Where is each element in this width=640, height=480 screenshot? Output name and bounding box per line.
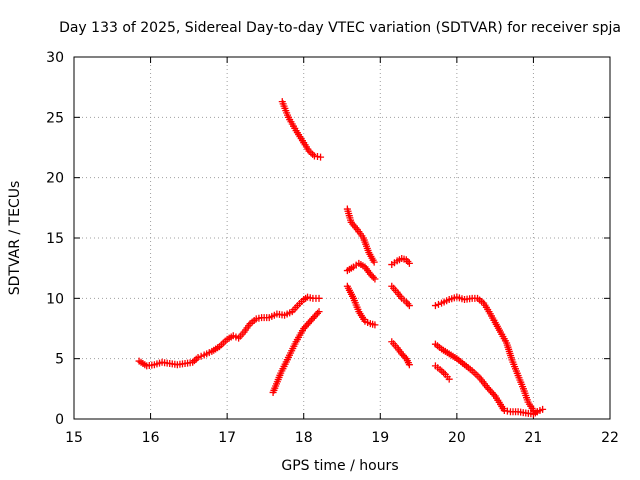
data-point bbox=[371, 321, 379, 329]
plot-frame bbox=[73, 56, 611, 420]
x-tick-label: 18 bbox=[295, 430, 313, 446]
y-tick-label: 25 bbox=[46, 110, 64, 126]
y-axis-label: SDTVAR / TECUs bbox=[7, 181, 23, 296]
x-tick-label: 15 bbox=[65, 430, 83, 446]
grid-layer bbox=[74, 57, 610, 419]
data-point bbox=[445, 375, 453, 383]
data-point bbox=[371, 275, 379, 283]
data-point bbox=[399, 351, 407, 359]
data-series-arc-10 bbox=[431, 293, 541, 416]
data-point bbox=[370, 258, 378, 266]
data-point bbox=[197, 352, 205, 360]
data-series-arc-6 bbox=[343, 282, 379, 329]
data-point bbox=[368, 272, 376, 280]
data-point bbox=[438, 367, 446, 375]
x-tick-label: 17 bbox=[218, 430, 236, 446]
chart-title: Day 133 of 2025, Sidereal Day-to-day VTE… bbox=[59, 20, 621, 36]
data-series-arc-4 bbox=[343, 205, 378, 266]
data-point bbox=[431, 302, 439, 310]
x-tick-label: 22 bbox=[601, 430, 619, 446]
y-tick-label: 5 bbox=[55, 352, 64, 368]
x-axis-label: GPS time / hours bbox=[281, 458, 398, 474]
y-tick-label: 10 bbox=[46, 291, 64, 307]
data-point bbox=[405, 361, 413, 369]
data-series-arc-9 bbox=[388, 338, 413, 369]
data-point bbox=[405, 259, 413, 267]
data-point bbox=[317, 153, 325, 161]
data-point bbox=[405, 302, 413, 310]
data-point bbox=[440, 369, 448, 377]
data-point bbox=[307, 149, 315, 157]
data-series-arc-3 bbox=[278, 98, 325, 161]
data-point bbox=[434, 300, 442, 308]
data-layer bbox=[135, 98, 547, 418]
y-tick-label: 30 bbox=[46, 50, 64, 66]
data-series-arc-5 bbox=[343, 259, 379, 283]
data-series-arc-11 bbox=[431, 340, 547, 418]
data-point bbox=[369, 273, 377, 281]
y-tick-label: 20 bbox=[46, 171, 64, 187]
x-tick-label: 20 bbox=[448, 430, 466, 446]
x-tick-label: 19 bbox=[371, 430, 389, 446]
x-tick-label: 16 bbox=[142, 430, 160, 446]
data-point bbox=[315, 294, 323, 302]
data-series-arc-2 bbox=[269, 308, 323, 396]
data-point bbox=[398, 350, 406, 358]
x-tick-label: 21 bbox=[525, 430, 543, 446]
data-series-arc-12 bbox=[431, 362, 453, 383]
data-point bbox=[366, 270, 374, 278]
data-point bbox=[194, 353, 202, 361]
tick-labels: 15 16 17 18 19 20 21 22 0 5 10 15 20 25 30 bbox=[46, 50, 619, 446]
y-tick-label: 0 bbox=[55, 412, 64, 428]
data-series-arc-7 bbox=[388, 255, 413, 269]
y-tick-label: 15 bbox=[46, 231, 64, 247]
data-point bbox=[315, 308, 323, 316]
data-series-arc-1 bbox=[135, 293, 323, 370]
data-point bbox=[539, 405, 547, 413]
data-series-arc-8 bbox=[388, 282, 413, 310]
data-point bbox=[401, 353, 409, 361]
